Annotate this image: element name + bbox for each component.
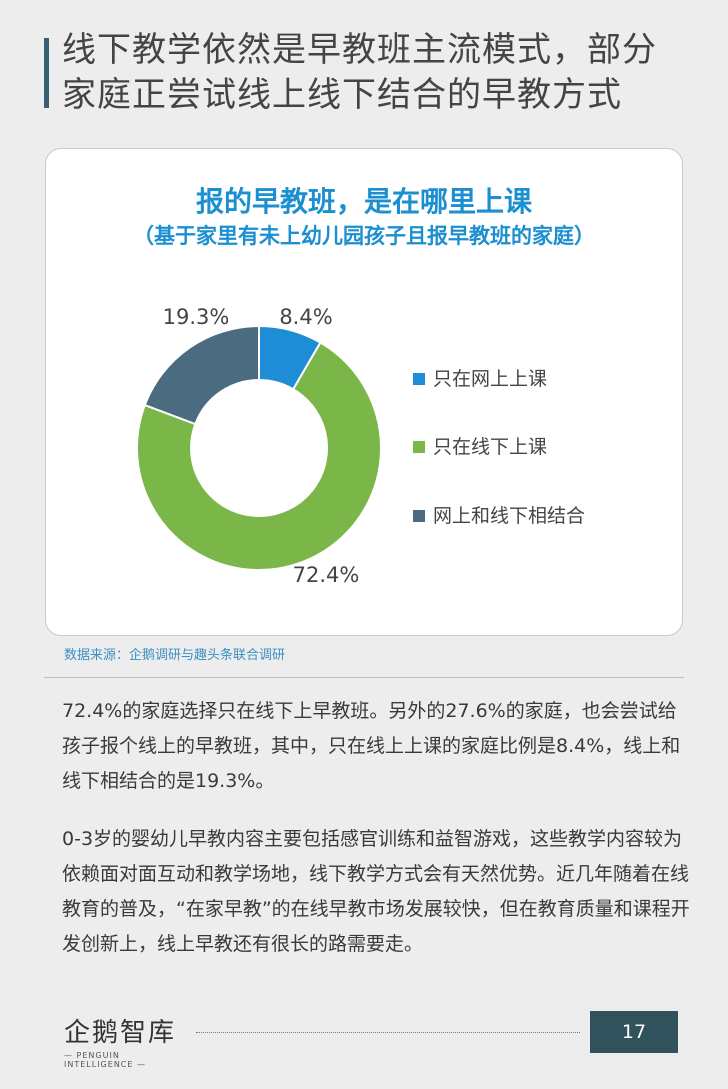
title-accent-bar — [44, 38, 49, 108]
body-paragraph-2: 0-3岁的婴幼儿早教内容主要包括感官训练和益智游戏，这些教学内容较为依赖面对面互… — [62, 828, 690, 955]
page-title-line-1: 线下教学依然是早教班主流模式，部分 — [62, 30, 657, 70]
slice-value-label-1: 72.4% — [293, 563, 360, 587]
page-title-line-2: 家庭正尝试线上线下结合的早教方式 — [62, 75, 622, 115]
donut-slice-2 — [143, 324, 260, 426]
page-number: 17 — [590, 1011, 678, 1053]
legend-label-0: 只在网上上课 — [433, 368, 547, 390]
slice-value-label-0: 8.4% — [279, 305, 332, 329]
legend-swatch-0 — [413, 373, 425, 385]
page-title: 线下教学依然是早教班主流模式，部分 家庭正尝试线上线下结合的早教方式 — [62, 28, 712, 118]
logo-name: 企鹅智库 — [64, 1018, 177, 1048]
legend-swatch-2 — [413, 510, 425, 522]
slice-value-label-2: 19.3% — [163, 305, 230, 329]
legend-label-1: 只在线下上课 — [433, 436, 547, 458]
footer-dotted-line — [196, 1032, 580, 1033]
legend-swatch-1 — [413, 441, 425, 453]
chart-title: 报的早教班，是在哪里上课 — [195, 185, 532, 218]
data-source: 数据来源：企鹅调研与趣头条联合调研 — [64, 648, 286, 663]
donut-slice-1 — [136, 341, 382, 571]
body-paragraph-1: 72.4%的家庭选择只在线下上早教班。另外的27.6%的家庭，也会尝试给孩子报个… — [62, 700, 681, 792]
chart-subtitle: （基于家里有未上幼儿园孩子且报早教班的家庭） — [133, 224, 595, 248]
brand-logo: 企鹅智库 — PENGUIN INTELLIGENCE — — [64, 1012, 184, 1069]
divider — [44, 677, 684, 678]
legend-label-2: 网上和线下相结合 — [433, 505, 585, 527]
logo-tagline: — PENGUIN INTELLIGENCE — — [64, 1051, 146, 1069]
